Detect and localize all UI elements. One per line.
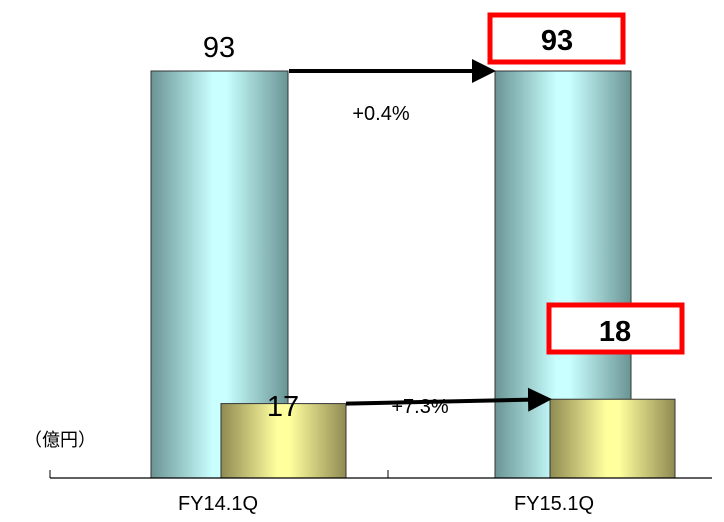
change-label-series0: +0.4%: [352, 103, 409, 125]
highlight-box-series0-FY15.1Q: [487, 12, 626, 65]
value-label-series1-FY14.1Q: 17: [267, 391, 299, 423]
change-arrow-series1: [345, 387, 552, 412]
change-label-series1: +7.3%: [391, 396, 448, 418]
value-label-series1-FY15.1Q: 18: [599, 316, 631, 348]
unit-label: （億円）: [24, 430, 96, 450]
bar-series1-FY15.1Q: [549, 398, 676, 479]
bar-series1-FY14.1Q: [220, 403, 347, 479]
x-tick-label-FY15.1Q: FY15.1Q: [514, 493, 594, 515]
value-label-series0-FY15.1Q: 93: [541, 25, 573, 57]
value-label-series0-FY14.1Q: 93: [203, 32, 235, 64]
x-tick-label-FY14.1Q: FY14.1Q: [178, 493, 258, 515]
highlight-box-series1-FY15.1Q: [546, 302, 685, 355]
